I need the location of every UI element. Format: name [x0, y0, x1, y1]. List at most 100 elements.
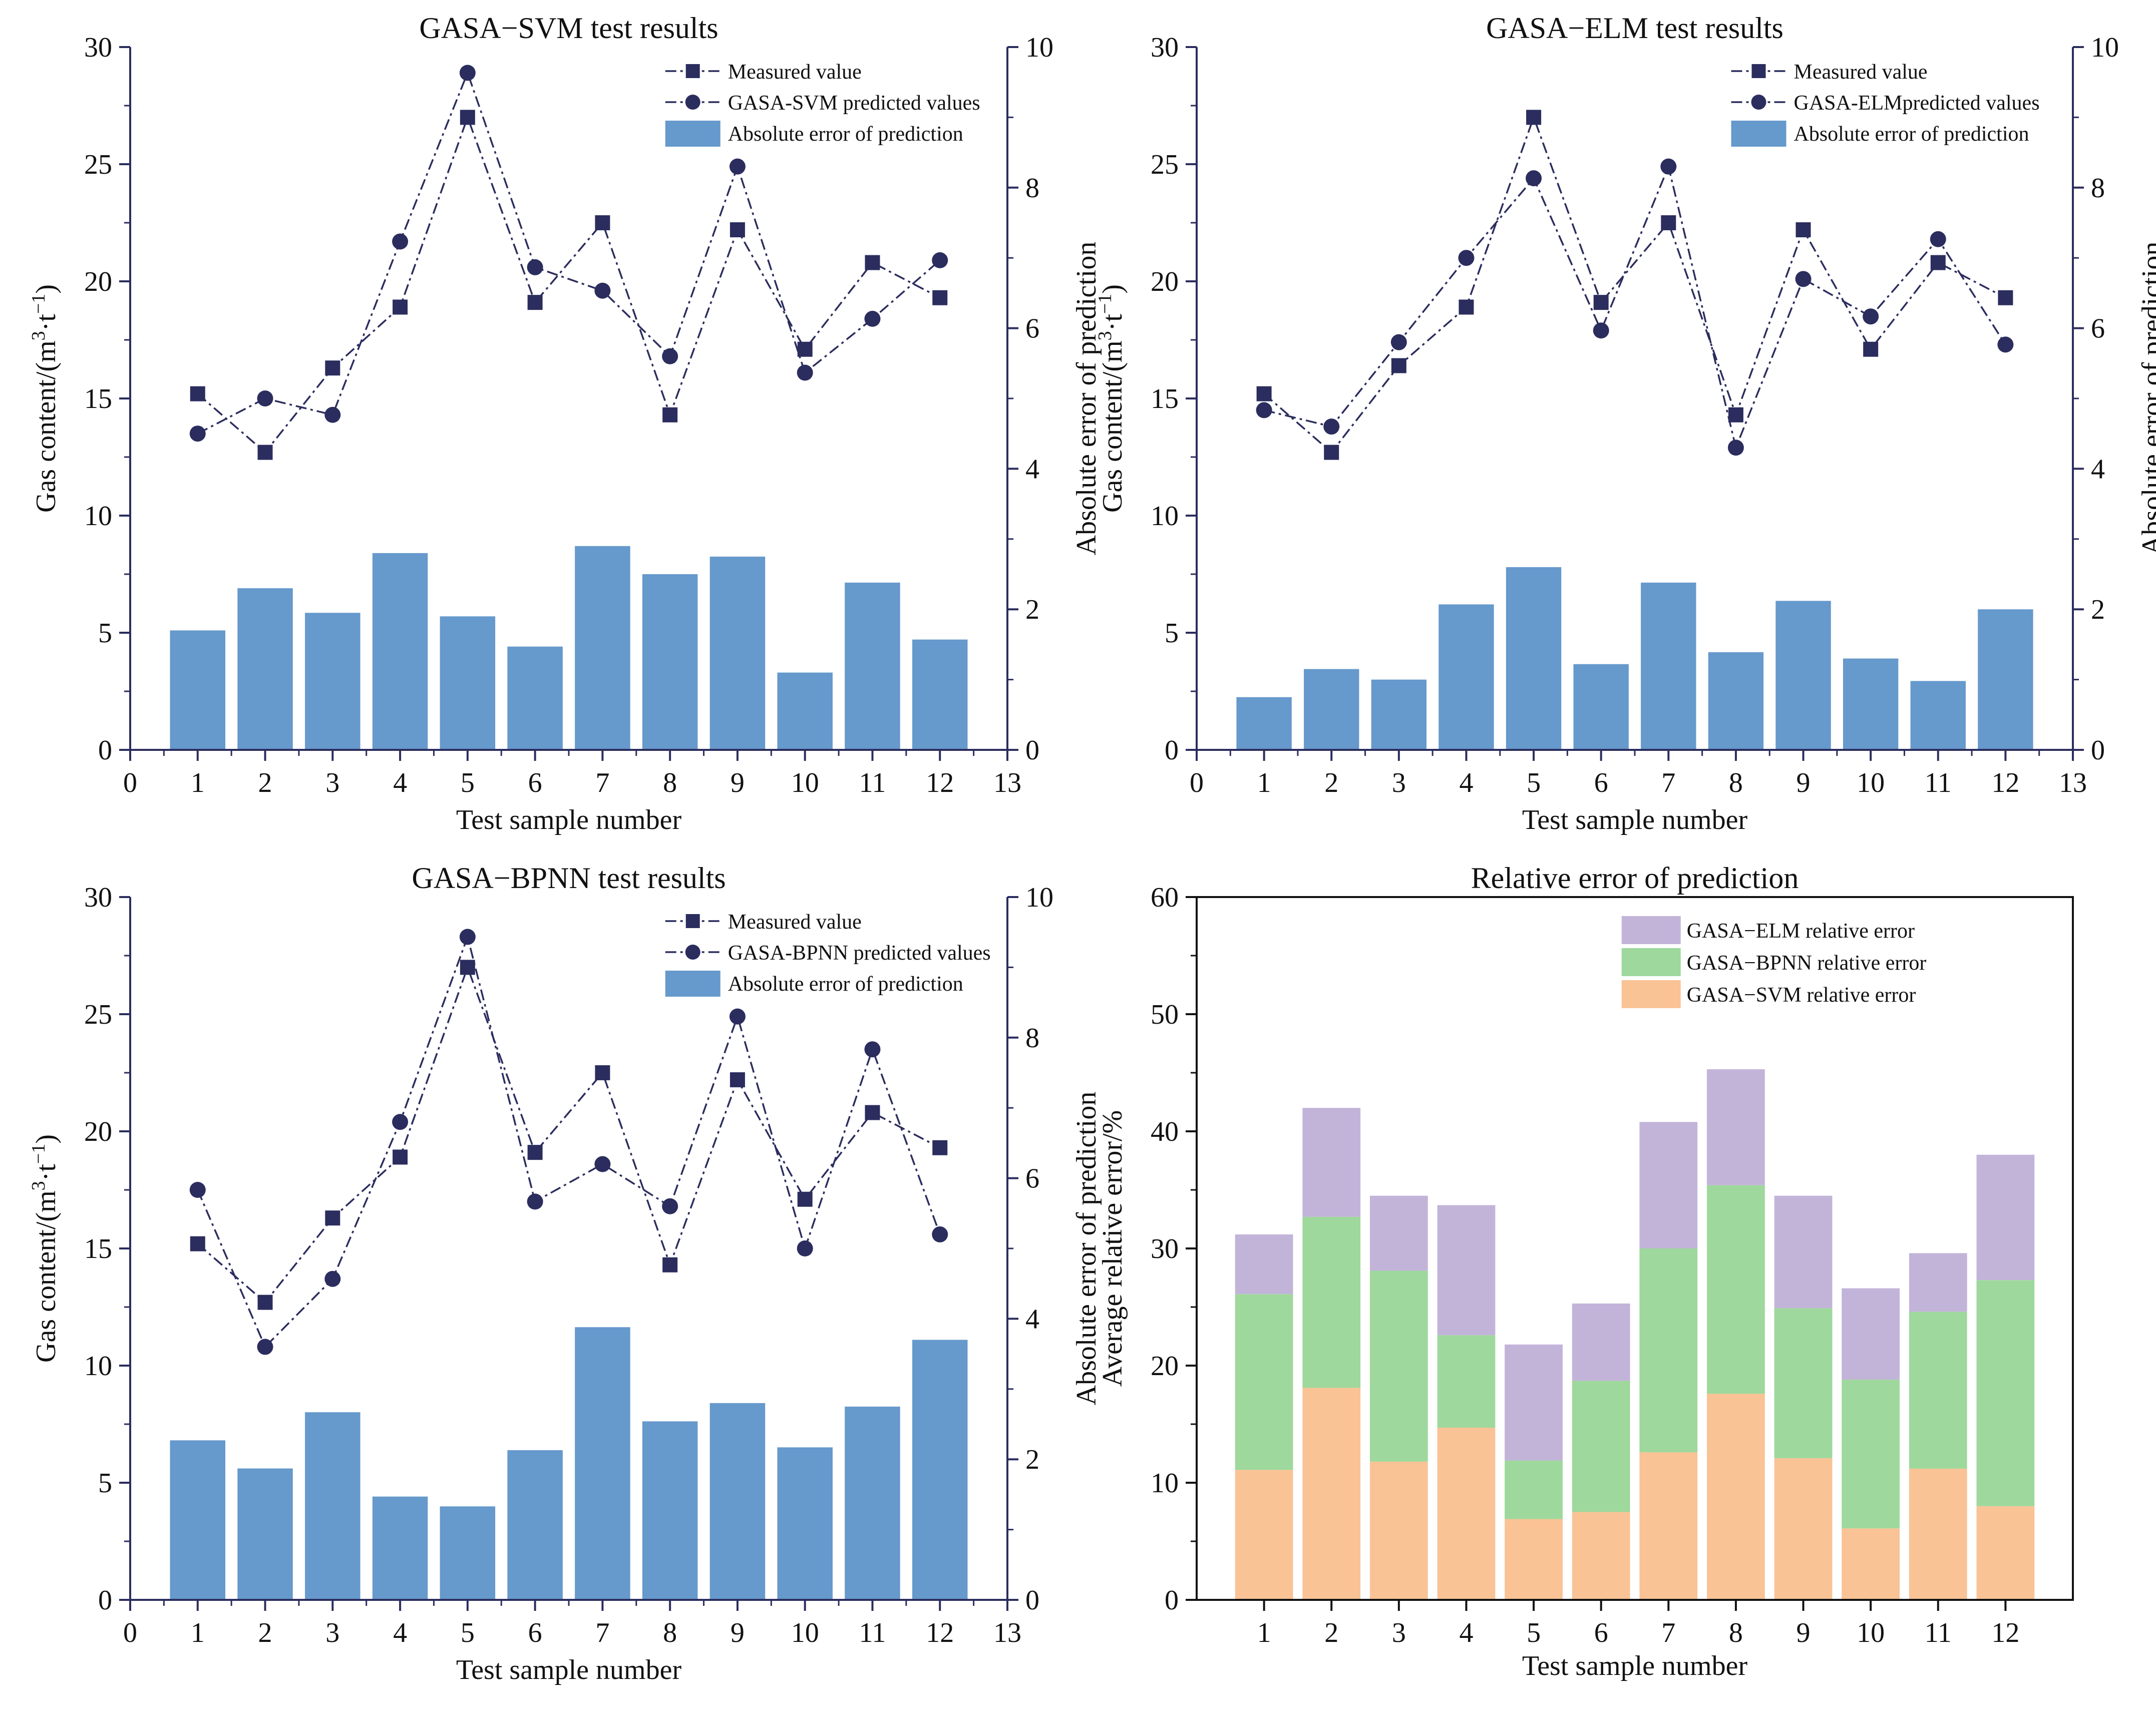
- x-tick-label: 5: [461, 1617, 475, 1648]
- measured-point: [1661, 215, 1676, 230]
- error-bar: [507, 646, 563, 750]
- measured-point: [1526, 110, 1542, 125]
- stacked-bar-segment: [1842, 1288, 1900, 1380]
- stacked-bar-segment: [1639, 1122, 1698, 1248]
- stacked-bar-segment: [1909, 1468, 1967, 1600]
- y2-axis-label: Absolute error of prediction: [2136, 242, 2156, 556]
- stacked-bar-segment: [1505, 1519, 1563, 1600]
- error-bar: [237, 1468, 293, 1600]
- predicted-point: [1256, 402, 1272, 418]
- legend-predicted-marker: [1751, 95, 1766, 110]
- predicted-point: [1458, 250, 1475, 266]
- error-bar: [1775, 601, 1831, 750]
- predicted-point: [864, 1041, 881, 1058]
- stacked-bar-segment: [1302, 1388, 1361, 1600]
- measured-point: [460, 960, 475, 975]
- y2-tick-label: 4: [2091, 454, 2105, 485]
- legend-bar-swatch: [665, 121, 721, 147]
- y2-tick-label: 2: [2091, 594, 2105, 625]
- predicted-point: [257, 1339, 273, 1355]
- x-tick-label: 4: [1459, 1617, 1473, 1648]
- measured-point: [1930, 255, 1946, 270]
- chart-title: Relative error of prediction: [1471, 862, 1799, 895]
- y-tick-label: 5: [98, 1468, 112, 1499]
- error-bar: [1708, 652, 1764, 750]
- measured-point: [1324, 445, 1339, 460]
- stacked-bar-segment: [1842, 1380, 1900, 1529]
- legend-measured-marker: [685, 64, 700, 78]
- error-bar: [440, 616, 496, 750]
- stacked-bar-segment: [1639, 1452, 1698, 1600]
- measured-line: [197, 965, 941, 1304]
- error-bar: [1506, 567, 1562, 750]
- predicted-point: [392, 1114, 409, 1130]
- legend-label: Absolute error of prediction: [728, 973, 963, 996]
- measured-point: [460, 110, 475, 125]
- x-tick-label: 8: [663, 1617, 677, 1648]
- legend-label: Absolute error of prediction: [728, 123, 963, 146]
- x-tick-label: 1: [191, 767, 205, 798]
- stacked-bar-segment: [1774, 1195, 1833, 1309]
- y-tick-label: 25: [84, 999, 112, 1030]
- y-tick-label: 0: [98, 1585, 112, 1616]
- measured-point: [1391, 358, 1406, 373]
- x-tick-label: 7: [1661, 767, 1675, 798]
- measured-point: [865, 255, 880, 270]
- x-tick-label: 7: [595, 767, 609, 798]
- stacked-bar-segment: [1437, 1205, 1496, 1336]
- measured-point: [865, 1105, 880, 1120]
- legend-label: Measured value: [728, 61, 862, 84]
- y2-tick-label: 10: [1025, 882, 1053, 913]
- measured-point: [1256, 386, 1272, 401]
- y2-tick-label: 4: [1025, 454, 1039, 485]
- stacked-bar-segment: [1437, 1428, 1496, 1600]
- measured-point: [190, 386, 205, 401]
- y-tick-label: 10: [84, 501, 112, 532]
- error-bar: [1641, 582, 1696, 750]
- x-tick-label: 12: [1991, 767, 2019, 798]
- x-tick-label: 6: [528, 767, 542, 798]
- error-bar: [777, 1447, 833, 1600]
- stacked-bar-segment: [1976, 1506, 2035, 1600]
- measured-point: [1863, 341, 1879, 357]
- y2-tick-label: 0: [2091, 735, 2105, 766]
- error-bar: [1439, 604, 1494, 750]
- y-tick-label: 10: [1151, 501, 1179, 532]
- error-bar: [1304, 669, 1359, 750]
- error-bar: [575, 546, 630, 750]
- legend-bar-swatch: [665, 971, 721, 997]
- stacked-bar-segment: [1369, 1270, 1428, 1462]
- measured-point: [1998, 290, 2013, 305]
- y2-tick-label: 2: [1025, 594, 1039, 625]
- error-bar: [372, 1496, 428, 1600]
- y2-tick-label: 8: [2091, 173, 2105, 204]
- chart-elm: 0 1 2 3 4 5 6 7 8 9 10 11 12 130510152025300246810GAS…: [1095, 12, 2156, 835]
- stacked-bar-segment: [1707, 1185, 1765, 1394]
- y2-tick-label: 6: [1025, 313, 1039, 344]
- predicted-point: [1997, 336, 2014, 353]
- predicted-point: [1795, 271, 1812, 287]
- predicted-point: [392, 233, 409, 250]
- legend-label: GASA−ELM relative error: [1687, 920, 1915, 943]
- y2-tick-label: 0: [1025, 1585, 1039, 1616]
- predicted-line: [1264, 164, 2006, 451]
- predicted-point: [932, 252, 948, 268]
- measured-point: [730, 222, 745, 238]
- y-tick-label: 10: [1151, 1468, 1179, 1499]
- measured-point: [393, 299, 408, 315]
- predicted-point: [864, 310, 881, 327]
- x-tick-label: 12: [926, 767, 954, 798]
- measured-point: [325, 1210, 340, 1226]
- legend-label: GASA-ELMpredicted values: [1794, 92, 2040, 115]
- predicted-point: [662, 348, 678, 364]
- x-tick-label: 3: [1392, 1617, 1406, 1648]
- stacked-bar-segment: [1909, 1253, 1967, 1312]
- error-bar: [170, 630, 226, 750]
- error-bar: [372, 553, 428, 750]
- x-tick-label: 5: [1527, 767, 1541, 798]
- x-tick-label: 3: [325, 1617, 339, 1648]
- legend-measured-marker: [685, 914, 700, 928]
- stacked-bar-segment: [1235, 1234, 1293, 1295]
- x-tick-label: 6: [1594, 767, 1608, 798]
